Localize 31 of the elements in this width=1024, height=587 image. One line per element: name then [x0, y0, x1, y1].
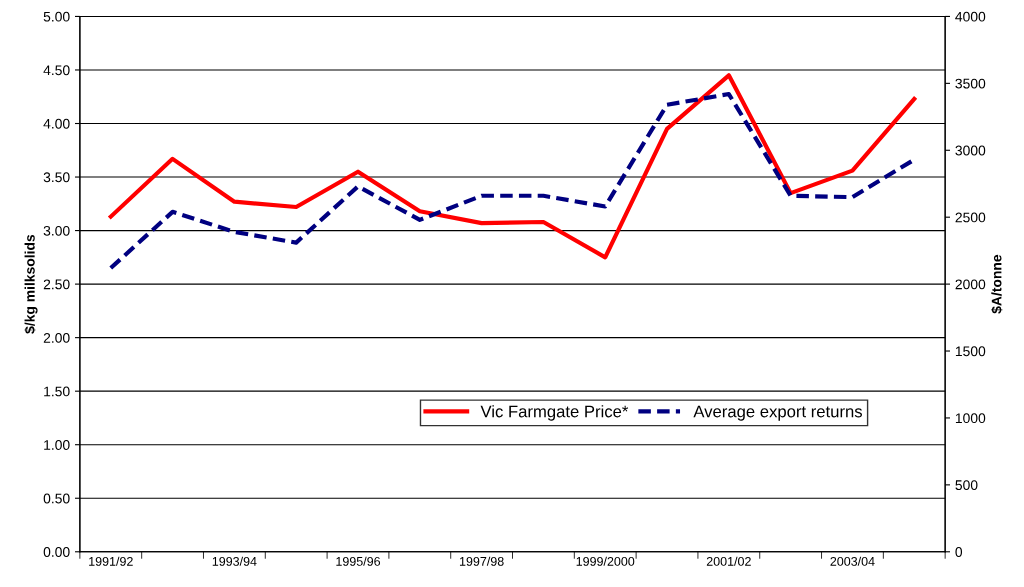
y2-axis-title: $A/tonne — [991, 254, 1003, 314]
y-tick-label: 1.50 — [44, 386, 70, 397]
x-tick-label: 1995/96 — [336, 556, 381, 566]
legend-label: Vic Farmgate Price* — [480, 405, 629, 421]
y-tick-label: 4.00 — [43, 118, 70, 129]
x-tick-label: 1999/2000 — [576, 556, 635, 566]
legend-label: Average export returns — [693, 405, 863, 421]
x-tick-label: 1993/94 — [212, 556, 257, 566]
y-tick-label: 0.50 — [43, 493, 70, 504]
y-tick-label: 3.50 — [43, 172, 70, 183]
y2-tick-label: 1500 — [955, 346, 986, 357]
x-tick-label: 1997/98 — [459, 556, 504, 566]
y2-tick-label: 1000 — [955, 413, 986, 424]
y2-tick-label: 500 — [955, 480, 978, 491]
x-tick-label: 2003/04 — [830, 556, 875, 566]
y-tick-label: 1.00 — [44, 440, 70, 450]
y2-tick-label: 3000 — [955, 145, 986, 156]
y2-tick-label: 2500 — [955, 212, 986, 223]
y2-tick-label: 0 — [955, 547, 963, 557]
y2-tick-label: 2000 — [955, 279, 986, 290]
y-tick-label: 2.50 — [43, 279, 70, 290]
y-tick-label: 0.00 — [43, 547, 70, 557]
y-tick-label: 4.50 — [43, 65, 70, 76]
y-tick-label: 5.00 — [43, 11, 70, 22]
y-tick-label: 3.00 — [43, 225, 70, 236]
x-tick-label: 1991/92 — [89, 556, 133, 566]
y2-tick-label: 3500 — [955, 78, 986, 89]
y2-tick-label: 4000 — [955, 11, 986, 22]
x-tick-label: 2001/02 — [706, 556, 751, 566]
y-axis-title: $/kg milksolids — [24, 234, 38, 334]
y-tick-label: 2.00 — [43, 332, 70, 343]
